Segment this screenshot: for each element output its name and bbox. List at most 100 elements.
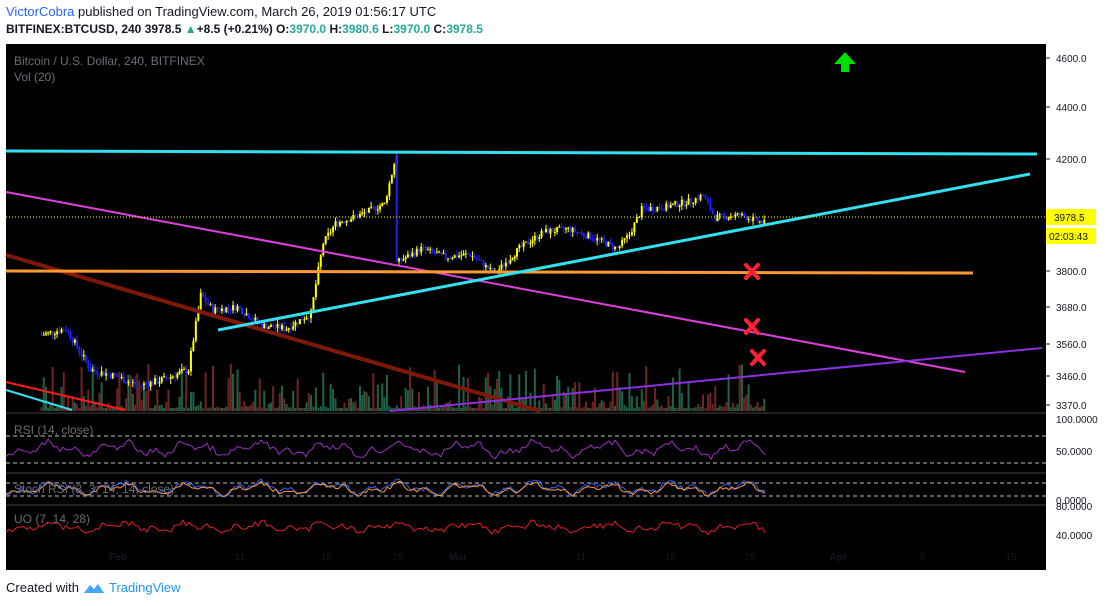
red-cross-icon — [750, 349, 766, 366]
volume-bar — [212, 365, 214, 411]
volume-bar — [716, 407, 719, 411]
candle-body — [507, 262, 510, 264]
volume-bar — [131, 393, 134, 411]
candle-body — [397, 258, 400, 262]
price-tick-label: 3370.0 — [1056, 401, 1087, 412]
candle-body — [298, 319, 301, 325]
volume-bar — [111, 408, 114, 411]
volume-bar — [102, 407, 105, 411]
volume-bar — [105, 407, 108, 411]
candle-body — [451, 258, 454, 260]
red-cross-icon — [744, 263, 760, 280]
candle-body — [727, 217, 730, 220]
volume-bar — [225, 406, 228, 411]
candle-body — [607, 241, 610, 247]
candle-body — [621, 239, 624, 246]
candle-body — [372, 206, 375, 208]
open-value: 3970.0 — [289, 22, 327, 36]
candle-body — [317, 266, 320, 285]
volume-bar — [642, 400, 645, 411]
candle-body — [67, 330, 70, 332]
candle-body — [660, 208, 663, 210]
volume-bar — [85, 405, 88, 411]
price-axis[interactable]: 4600.0 4400.0 4200.0 3800.0 3680.0 3560.0 3460… — [1046, 54, 1087, 412]
candle-body — [374, 206, 377, 211]
volume-bar — [683, 407, 686, 411]
candle-body — [540, 230, 543, 238]
volume-bar — [562, 391, 565, 411]
tradingview-brand[interactable]: TradingView — [108, 580, 181, 595]
volume-bar — [58, 407, 61, 411]
volume-bar — [285, 403, 288, 411]
candle-body — [334, 221, 337, 227]
candle-body — [720, 214, 723, 216]
price-tick-label: 3680.0 — [1056, 303, 1087, 314]
candle-body — [227, 307, 230, 309]
candle-body — [491, 267, 494, 273]
candle-body — [756, 217, 759, 222]
candle-body — [635, 217, 638, 223]
volume-bar — [471, 407, 474, 411]
rsi-pane: RSI (14, close) 100.0000 50.0000 — [5, 412, 1098, 464]
volume-bar — [761, 406, 764, 411]
volume-bar — [289, 407, 292, 411]
candle-body — [87, 361, 90, 369]
volume-bar — [591, 401, 594, 411]
volume-bar — [319, 406, 322, 411]
volume-bar — [651, 404, 654, 411]
candle-body — [464, 253, 467, 255]
volume-bar — [671, 377, 674, 411]
volume-bar — [630, 396, 633, 411]
volume-bar — [749, 404, 752, 411]
last-price-tag — [1046, 209, 1096, 225]
volume-bar — [752, 407, 755, 411]
volume-bar — [292, 391, 295, 411]
volume-bar — [571, 387, 574, 411]
volume-bar — [433, 370, 436, 411]
volume-bar — [756, 401, 759, 411]
candle-body — [292, 326, 295, 330]
volume-bar — [473, 407, 476, 411]
candle-body — [704, 195, 707, 199]
time-axis[interactable]: Feb 11 18 25 Mar 11 18 25 Apr 8 15 — [109, 552, 1017, 563]
candle-body — [598, 238, 601, 240]
cyan-uptrend-line — [217, 172, 1031, 332]
uo-line — [5, 518, 766, 536]
candle-body — [122, 376, 125, 383]
price-tick-label: 4200.0 — [1056, 155, 1087, 166]
candle-body — [527, 241, 530, 245]
volume-bar — [332, 389, 335, 411]
candle-body — [411, 252, 414, 257]
candle-body — [53, 334, 56, 336]
volume-bar — [281, 385, 284, 411]
rsi-title: RSI (14, close) — [14, 423, 93, 437]
candle-body — [406, 254, 409, 258]
volume-bar — [218, 407, 221, 411]
candle-body — [229, 308, 232, 311]
volume-bar — [553, 400, 556, 411]
candle-body — [538, 237, 541, 240]
candle-body — [245, 313, 248, 316]
candle-body — [267, 327, 270, 329]
candle-body — [136, 384, 139, 386]
candle-body — [254, 317, 257, 321]
volume-bar — [593, 387, 596, 411]
volume-bar — [109, 406, 112, 411]
candle-body — [647, 208, 650, 211]
volume-bar — [758, 407, 761, 411]
author-link[interactable]: VictorCobra — [6, 4, 75, 19]
volume-bar — [345, 407, 348, 411]
volume-bar — [276, 407, 279, 411]
time-tick-label: Mar — [449, 552, 467, 563]
candle-body — [736, 213, 739, 215]
volume-bar — [455, 407, 458, 411]
candle-body — [111, 373, 114, 379]
candle-body — [678, 205, 681, 208]
candle-body — [363, 212, 366, 214]
candle-body — [58, 331, 61, 333]
candle-body — [91, 369, 94, 372]
candle-body — [303, 319, 306, 321]
candle-body — [560, 226, 563, 228]
volume-bar — [310, 394, 312, 411]
